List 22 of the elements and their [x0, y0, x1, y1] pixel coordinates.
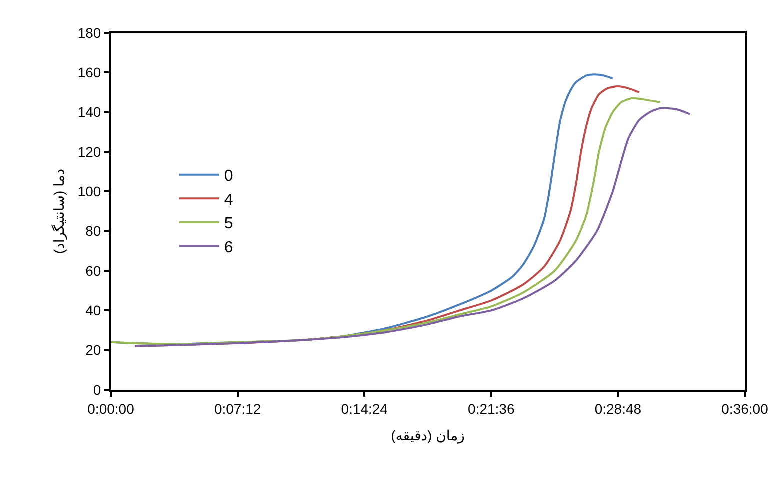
x-axis-title: زمان (دقیقه)	[391, 428, 465, 445]
legend-label: 5	[224, 216, 234, 233]
x-tick-label: 0:28:48	[594, 400, 642, 417]
y-tick-label: 80	[86, 223, 102, 240]
y-tick-label: 100	[78, 184, 102, 200]
legend-label: 6	[224, 239, 234, 256]
y-tick-label: 160	[78, 64, 102, 81]
y-axis-title: دما (سانتیگراد)	[50, 168, 68, 254]
x-tick-label: 0:14:24	[341, 400, 388, 417]
y-tick-label: 20	[86, 342, 102, 358]
legend-label: 4	[224, 192, 234, 209]
x-tick-label: 0:00:00	[88, 400, 135, 417]
y-tick-label: 120	[78, 144, 102, 160]
y-tick-label: 0	[93, 382, 102, 398]
legend-label: 0	[224, 168, 234, 186]
y-tick-label: 140	[78, 104, 102, 120]
x-tick-label: 0:36:00	[722, 400, 769, 417]
y-tick-label: 60	[86, 262, 102, 279]
y-tick-label: 40	[86, 302, 102, 319]
x-tick-label: 0:07:12	[214, 400, 262, 417]
x-tick-label: 0:21:36	[468, 400, 515, 417]
y-tick-label: 180	[78, 24, 102, 41]
